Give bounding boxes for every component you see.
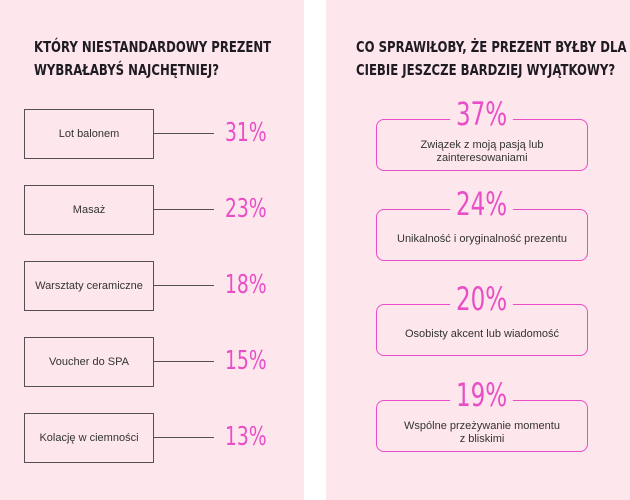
left-title-line-2: WYBRAŁABYŚ NAJCHĘTNIEJ? xyxy=(34,61,220,79)
answer-percentage-wrap: 20% xyxy=(376,282,588,316)
answer-percentage-wrap: 19% xyxy=(376,378,588,412)
connector-line xyxy=(154,437,214,438)
option-percentage: 15% xyxy=(225,346,267,376)
option-box: Warsztaty ceramiczne xyxy=(24,261,154,311)
answer-label: Związek z moją pasją lub zainteresowaniam… xyxy=(376,139,588,165)
answer-percentage: 37% xyxy=(450,97,514,131)
option-box: Voucher do SPA xyxy=(24,337,154,387)
answer-label-line: Wspólne przeżywanie momentu xyxy=(404,420,560,432)
answer-label-line: zainteresowaniami xyxy=(436,152,528,164)
left-question-title: KTÓRY NIESTANDARDOWY PREZENT WYBRAŁABYŚ … xyxy=(34,36,271,82)
option-label: Kolację w ciemności xyxy=(39,432,139,444)
option-label: Lot balonem xyxy=(58,128,120,140)
connector-line xyxy=(154,361,214,362)
answer-percentage: 24% xyxy=(450,187,514,221)
option-label: Masaż xyxy=(72,204,106,216)
option-label: Warsztaty ceramiczne xyxy=(35,280,143,292)
answer-label-line: Związek z moją pasją lub xyxy=(420,139,544,151)
answer-label: Unikalność i oryginalność prezentu xyxy=(376,233,588,246)
answer-percentage: 19% xyxy=(450,378,514,412)
answer-percentage-wrap: 37% xyxy=(376,97,588,131)
right-title-line-1: CO SPRAWIŁOBY, ŻE PREZENT BYŁBY DLA xyxy=(356,38,627,56)
option-box: Masaż xyxy=(24,185,154,235)
option-box: Kolację w ciemności xyxy=(24,413,154,463)
connector-line xyxy=(154,133,214,134)
right-title-line-2: CIEBIE JESZCZE BARDZIEJ WYJĄTKOWY? xyxy=(356,61,616,79)
answer-percentage: 20% xyxy=(450,282,514,316)
option-percentage: 23% xyxy=(225,194,267,224)
connector-line xyxy=(154,209,214,210)
answer-label-line: Osobisty akcent lub wiadomość xyxy=(404,328,560,340)
option-percentage: 31% xyxy=(225,118,267,148)
option-label: Voucher do SPA xyxy=(49,356,129,368)
connector-line xyxy=(154,285,214,286)
answer-label-line: Unikalność i oryginalność prezentu xyxy=(397,233,567,245)
answer-label: Osobisty akcent lub wiadomość xyxy=(376,328,588,341)
left-title-line-1: KTÓRY NIESTANDARDOWY PREZENT xyxy=(34,38,272,56)
right-panel: CO SPRAWIŁOBY, ŻE PREZENT BYŁBY DLA CIEB… xyxy=(326,0,630,500)
option-percentage: 13% xyxy=(225,422,267,452)
left-panel: KTÓRY NIESTANDARDOWY PREZENT WYBRAŁABYŚ … xyxy=(0,0,304,500)
answer-label: Wspólne przeżywanie momentu z bliskimi xyxy=(376,420,588,446)
option-percentage: 18% xyxy=(225,270,267,300)
right-question-title: CO SPRAWIŁOBY, ŻE PREZENT BYŁBY DLA CIEB… xyxy=(356,36,627,82)
option-box: Lot balonem xyxy=(24,109,154,159)
answer-label-line: z bliskimi xyxy=(459,433,505,445)
answer-percentage-wrap: 24% xyxy=(376,187,588,221)
